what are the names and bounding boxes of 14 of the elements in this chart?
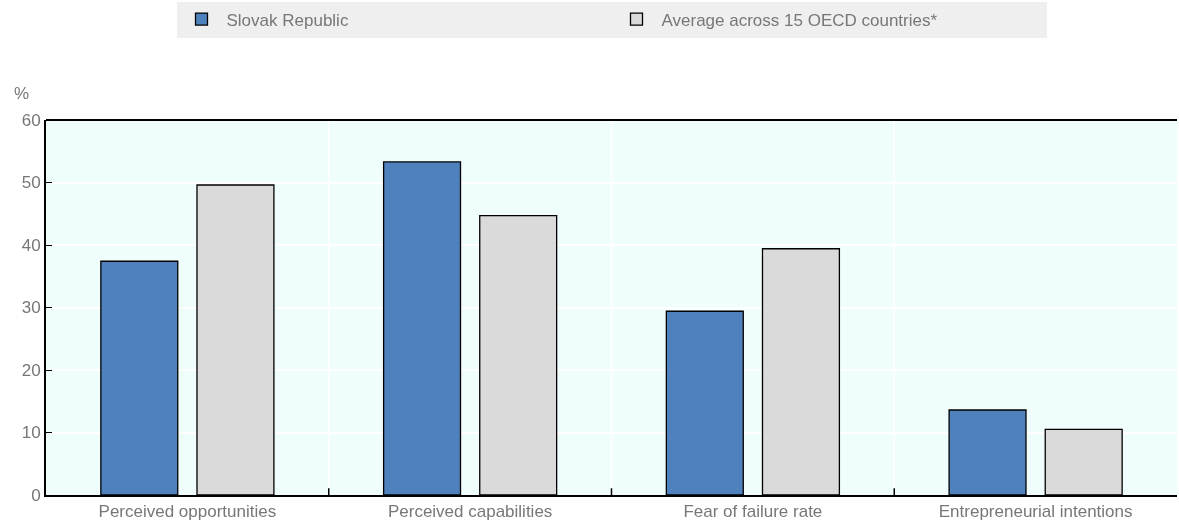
y-tick-label: 30 (21, 298, 41, 318)
x-tick-label: Perceived capabilities (387, 502, 553, 522)
y-tick-label: 60 (21, 110, 41, 130)
y-tick-label: 20 (21, 360, 41, 380)
legend-label: Average across 15 OECD countries* (661, 10, 938, 30)
y-axis-title: % (14, 84, 30, 103)
x-tick-label: Entrepreneurial intentions (938, 502, 1133, 522)
legend-label: Slovak Republic (226, 10, 349, 30)
y-tick-label: 50 (21, 173, 41, 193)
y-tick-label: 40 (21, 235, 41, 255)
y-tick-label: 10 (21, 423, 41, 443)
x-tick-label: Perceived opportunities (98, 502, 277, 522)
y-tick-label: 0 (31, 485, 41, 505)
x-tick-label: Fear of failure rate (683, 502, 823, 522)
